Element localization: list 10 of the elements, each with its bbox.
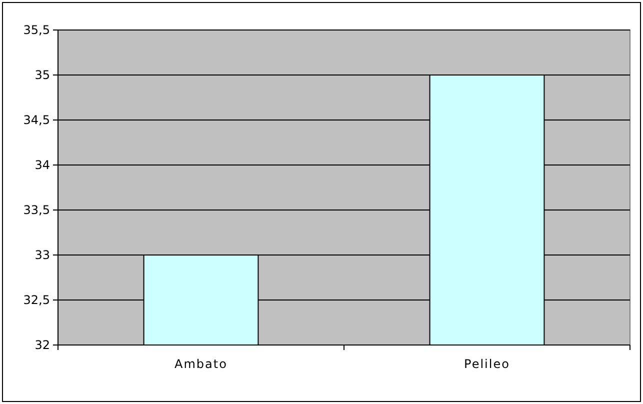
y-tick-label: 34,5	[23, 113, 50, 128]
y-tick-label: 32,5	[23, 293, 50, 308]
y-tick-label: 33	[34, 248, 50, 262]
y-tick-label: 35	[34, 68, 50, 82]
y-tick-label: 32	[34, 338, 50, 352]
x-tick-label: Ambato	[174, 357, 228, 371]
y-tick-label: 33,5	[23, 203, 50, 218]
y-tick-label: 34	[34, 158, 50, 172]
x-tick-label: Pelileo	[464, 357, 510, 371]
y-tick-label: 35,5	[23, 23, 50, 38]
